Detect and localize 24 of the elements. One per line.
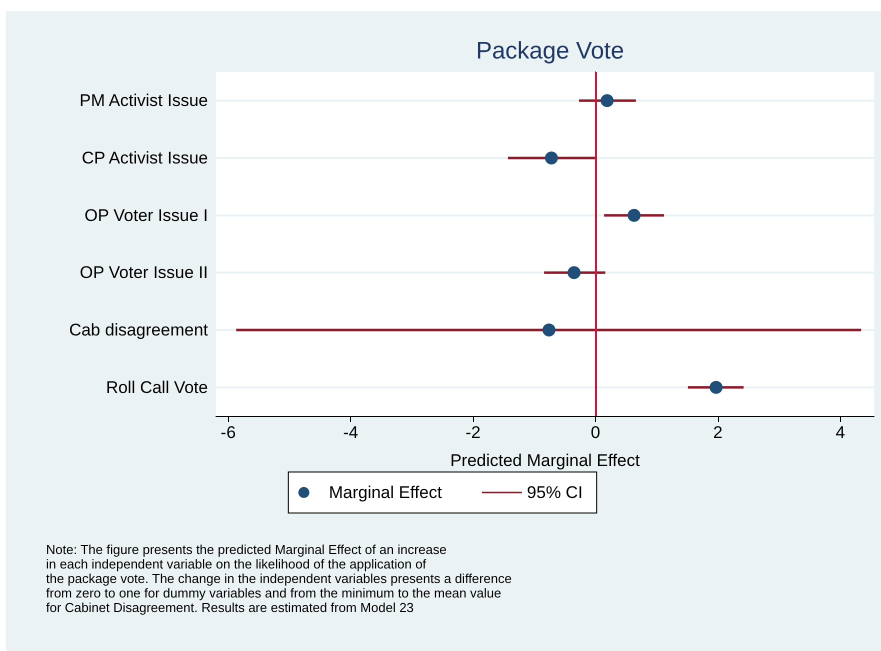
legend-label: Marginal Effect: [328, 483, 442, 502]
point: [542, 324, 556, 336]
y-tick-label: Cab disagreement: [69, 320, 208, 340]
point: [600, 94, 614, 108]
x-axis-title: Predicted Marginal Effect: [450, 451, 640, 470]
y-tick-label: Roll Call Vote: [106, 378, 208, 397]
point: [710, 380, 723, 394]
chart-title: Package Vote: [476, 38, 624, 64]
x-tick-label: -4: [343, 423, 358, 442]
x-tick-label: 2: [713, 423, 723, 442]
y-tick-label: PM Activist Issue: [80, 91, 208, 110]
x-tick-label: 0: [590, 423, 600, 442]
y-tick-label: CP Activist Issue: [82, 148, 208, 168]
x-tick-label: 4: [836, 423, 846, 442]
legend-label: 95% CI: [526, 483, 583, 502]
point: [628, 208, 641, 222]
x-tick-label: -2: [466, 423, 481, 442]
text: Note: The figure presents the predicted Marginal Effect of an increase in each independent variable on the likelihood of the application of the package vote. The change in the independent variables presents a difference from zero to one for dummy variables and from the minimum to the mean value for Cabinet Disagreement. Results are estimated from Model 23: [46, 542, 512, 615]
bar: [236, 328, 862, 332]
y-tick-label: OP Voter Issue I: [84, 206, 208, 225]
x-tick-label: -6: [220, 423, 236, 442]
y-tick-label: OP Voter Issue II: [80, 263, 208, 282]
point: [568, 266, 581, 280]
point: [544, 152, 558, 164]
